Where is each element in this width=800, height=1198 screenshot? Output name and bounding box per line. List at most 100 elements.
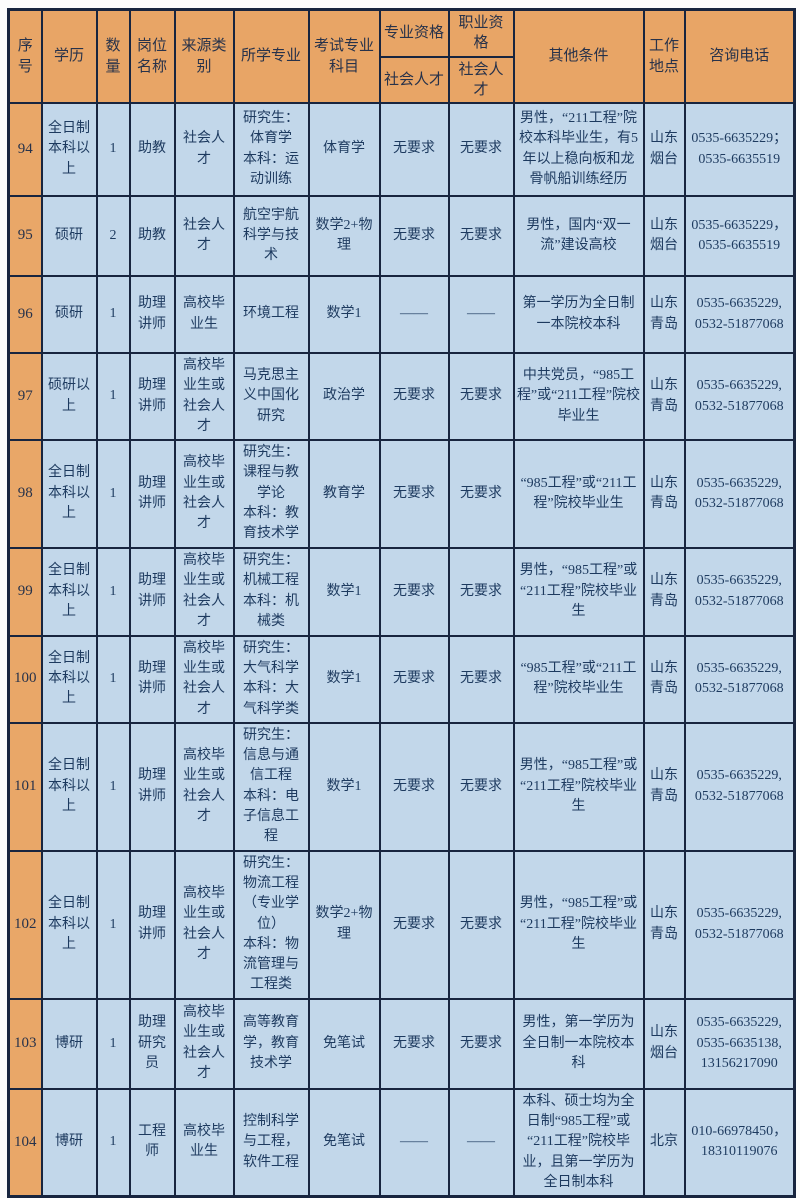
cell-position: 助理讲师 [128,721,176,852]
cell-phone: 0535-6635229, 0532-51877068 [683,634,796,724]
cell-count: 1 [95,102,131,197]
recruitment-table-page: 序号 学历 数量 岗位名称 来源类别 所学专业 考试专业科目 专业资格 职业资格… [7,8,796,1198]
cell-occ-qual: 无要求 [447,195,515,277]
cell-occ-qual: 无要求 [447,634,515,724]
cell-location: 山东青岛 [642,439,686,549]
cell-occ-qual: —— [447,1087,515,1198]
header-xuhao: 序号 [7,8,43,104]
cell-prof-qual: 无要求 [378,997,450,1090]
cell-phone: 0535-6635229, 0532-51877068 [683,721,796,852]
cell-occ-qual: 无要求 [447,102,515,197]
cell-education: 硕研 [40,195,98,277]
header-kaoshi: 考试专业科目 [307,8,381,104]
cell-location: 山东青岛 [642,721,686,852]
cell-prof-qual: —— [378,1087,450,1198]
cell-location: 山东烟台 [642,195,686,277]
cell-exam-subject: 教育学 [307,439,381,549]
header-zhiye-zige: 职业资格 [447,8,515,58]
cell-id: 101 [7,721,43,852]
cell-location: 山东烟台 [642,102,686,197]
header-shehui-rencai-2: 社会人才 [447,55,515,104]
cell-id: 103 [7,997,43,1090]
cell-location: 山东青岛 [642,546,686,637]
cell-major: 研究生：物流工程（专业学位） 本科：物流管理与工程类 [232,849,310,1000]
header-dianhua: 咨询电话 [683,8,796,104]
cell-id: 100 [7,634,43,724]
cell-other: 男性，“985工程”或“211工程”院校毕业生 [512,849,645,1000]
cell-position: 助教 [128,195,176,277]
table-row: 95 硕研 2 助教 社会人才 航空宇航科学与技术 数学2+物理 无要求 无要求… [7,195,796,277]
cell-major: 研究生：体育学 本科：运动训练 [232,102,310,197]
table-header: 序号 学历 数量 岗位名称 来源类别 所学专业 考试专业科目 专业资格 职业资格… [7,8,796,104]
cell-other: 男性，“985工程”或“211工程”院校毕业生 [512,546,645,637]
cell-count: 1 [95,546,131,637]
cell-occ-qual: 无要求 [447,721,515,852]
cell-count: 2 [95,195,131,277]
cell-location: 山东青岛 [642,351,686,442]
cell-exam-subject: 数学2+物理 [307,849,381,1000]
cell-prof-qual: 无要求 [378,849,450,1000]
cell-position: 助理讲师 [128,275,176,354]
table-row: 94 全日制本科以上 1 助教 社会人才 研究生：体育学 本科：运动训练 体育学… [7,102,796,197]
cell-education: 硕研 [40,275,98,354]
cell-exam-subject: 数学2+物理 [307,195,381,277]
cell-prof-qual: 无要求 [378,102,450,197]
cell-major: 研究生：机械工程 本科：机械类 [232,546,310,637]
cell-occ-qual: 无要求 [447,546,515,637]
table-row: 99 全日制本科以上 1 助理讲师 高校毕业生或社会人才 研究生：机械工程 本科… [7,546,796,637]
cell-count: 1 [95,439,131,549]
cell-education: 全日制本科以上 [40,849,98,1000]
cell-exam-subject: 数学1 [307,275,381,354]
cell-prof-qual: 无要求 [378,439,450,549]
cell-count: 1 [95,634,131,724]
cell-phone: 0535-6635229, 0532-51877068 [683,275,796,354]
cell-count: 1 [95,849,131,1000]
cell-education: 硕研以上 [40,351,98,442]
header-zhuanye-zige: 专业资格 [378,8,450,58]
cell-other: 男性，第一学历为全日制一本院校本科 [512,997,645,1090]
cell-source: 高校毕业生或社会人才 [173,634,235,724]
cell-other: “985工程”或“211工程”院校毕业生 [512,634,645,724]
cell-source: 高校毕业生或社会人才 [173,351,235,442]
cell-phone: 0535-6635229, 0532-51877068 [683,439,796,549]
cell-other: 男性，“985工程”或“211工程”院校毕业生 [512,721,645,852]
header-shehui-rencai-1: 社会人才 [378,55,450,104]
cell-exam-subject: 数学1 [307,721,381,852]
cell-count: 1 [95,1087,131,1198]
cell-exam-subject: 免笔试 [307,1087,381,1198]
cell-major: 研究生：大气科学 本科：大气科学类 [232,634,310,724]
cell-position: 助理研究员 [128,997,176,1090]
cell-education: 全日制本科以上 [40,634,98,724]
cell-education: 博研 [40,997,98,1090]
cell-source: 高校毕业生 [173,1087,235,1198]
cell-other: 中共党员，“985工程”或“211工程”院校毕业生 [512,351,645,442]
header-shuliang: 数量 [95,8,131,104]
cell-id: 98 [7,439,43,549]
recruitment-table: 序号 学历 数量 岗位名称 来源类别 所学专业 考试专业科目 专业资格 职业资格… [7,8,796,1198]
cell-location: 北京 [642,1087,686,1198]
cell-education: 全日制本科以上 [40,546,98,637]
cell-source: 高校毕业生或社会人才 [173,439,235,549]
cell-exam-subject: 体育学 [307,102,381,197]
table-row: 102 全日制本科以上 1 助理讲师 高校毕业生或社会人才 研究生：物流工程（专… [7,849,796,1000]
cell-occ-qual: 无要求 [447,997,515,1090]
cell-major: 马克思主义中国化研究 [232,351,310,442]
cell-occ-qual: 无要求 [447,849,515,1000]
table-row: 96 硕研 1 助理讲师 高校毕业生 环境工程 数学1 —— —— 第一学历为全… [7,275,796,354]
cell-location: 山东青岛 [642,634,686,724]
cell-other: 男性，“211工程”院校本科毕业生，有5年以上稳向板和龙骨帆船训练经历 [512,102,645,197]
table-row: 104 博研 1 工程师 高校毕业生 控制科学与工程，软件工程 免笔试 —— —… [7,1087,796,1198]
cell-occ-qual: —— [447,275,515,354]
cell-source: 社会人才 [173,195,235,277]
cell-phone: 0535-6635229, 0535-6635138, 13156217090 [683,997,796,1090]
cell-source: 社会人才 [173,102,235,197]
cell-education: 博研 [40,1087,98,1198]
cell-prof-qual: 无要求 [378,634,450,724]
table-row: 103 博研 1 助理研究员 高校毕业生或社会人才 高等教育学，教育技术学 免笔… [7,997,796,1090]
cell-position: 助理讲师 [128,634,176,724]
cell-phone: 010-66978450，18310119076 [683,1087,796,1198]
cell-position: 助教 [128,102,176,197]
header-gangwei: 岗位名称 [128,8,176,104]
cell-count: 1 [95,997,131,1090]
cell-phone: 0535-6635229, 0532-51877068 [683,351,796,442]
